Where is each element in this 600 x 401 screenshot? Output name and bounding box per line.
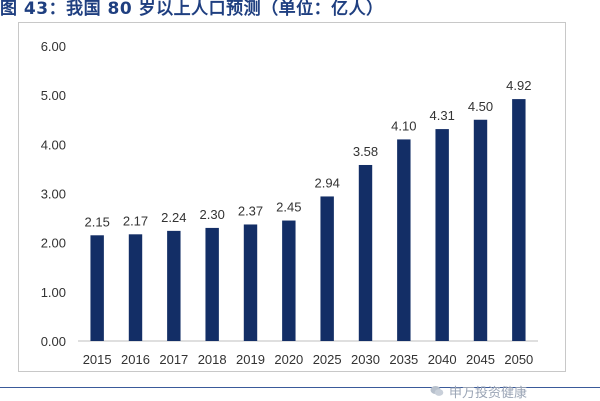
wechat-icon	[430, 386, 444, 396]
bar	[397, 139, 411, 341]
bar	[90, 235, 104, 341]
data-label: 2.30	[200, 207, 225, 222]
data-label: 4.50	[468, 99, 493, 114]
bar	[243, 224, 258, 341]
watermark: 申万投资健康	[430, 382, 528, 401]
data-label: 2.94	[315, 175, 340, 190]
y-tick-label: 2.00	[41, 236, 66, 251]
data-label: 4.31	[430, 108, 455, 123]
data-label: 2.17	[123, 213, 148, 228]
x-tick-label: 2040	[428, 352, 457, 367]
y-tick-label: 1.00	[41, 285, 66, 300]
y-tick-label: 3.00	[41, 187, 66, 202]
x-tick-label: 2017	[159, 352, 188, 367]
data-label: 2.15	[85, 214, 110, 229]
data-label: 2.37	[238, 203, 263, 218]
bar	[473, 119, 488, 341]
x-tick-label: 2050	[504, 352, 533, 367]
x-tick-label: 2030	[351, 352, 380, 367]
bar	[167, 230, 181, 341]
bar	[320, 196, 334, 341]
x-tick-label: 2016	[121, 352, 150, 367]
y-tick-label: 4.00	[41, 137, 66, 152]
bar	[358, 164, 373, 341]
bar	[128, 234, 143, 341]
data-label: 3.58	[353, 144, 378, 159]
x-tick-label: 2018	[198, 352, 227, 367]
x-tick-label: 2025	[313, 352, 342, 367]
bar	[205, 227, 219, 341]
y-tick-label: 5.00	[41, 88, 66, 103]
data-label: 2.45	[276, 200, 301, 215]
x-tick-label: 2020	[274, 352, 303, 367]
bar	[435, 129, 449, 341]
watermark-text: 申万投资健康	[449, 385, 528, 401]
x-tick-label: 2019	[236, 352, 265, 367]
bar	[512, 99, 526, 341]
data-label: 4.92	[506, 78, 531, 93]
bar	[282, 220, 296, 341]
y-tick-label: 0.00	[41, 334, 66, 349]
x-tick-label: 2045	[466, 352, 495, 367]
y-tick-label: 6.00	[41, 39, 66, 54]
x-tick-label: 2035	[389, 352, 418, 367]
data-label: 4.10	[391, 118, 416, 133]
data-label: 2.24	[161, 210, 186, 225]
bottom-divider	[0, 387, 600, 388]
x-tick-label: 2015	[83, 352, 112, 367]
chart-caption: 图 43：我国 80 岁以上人口预测（单位：亿人）	[0, 0, 384, 18]
